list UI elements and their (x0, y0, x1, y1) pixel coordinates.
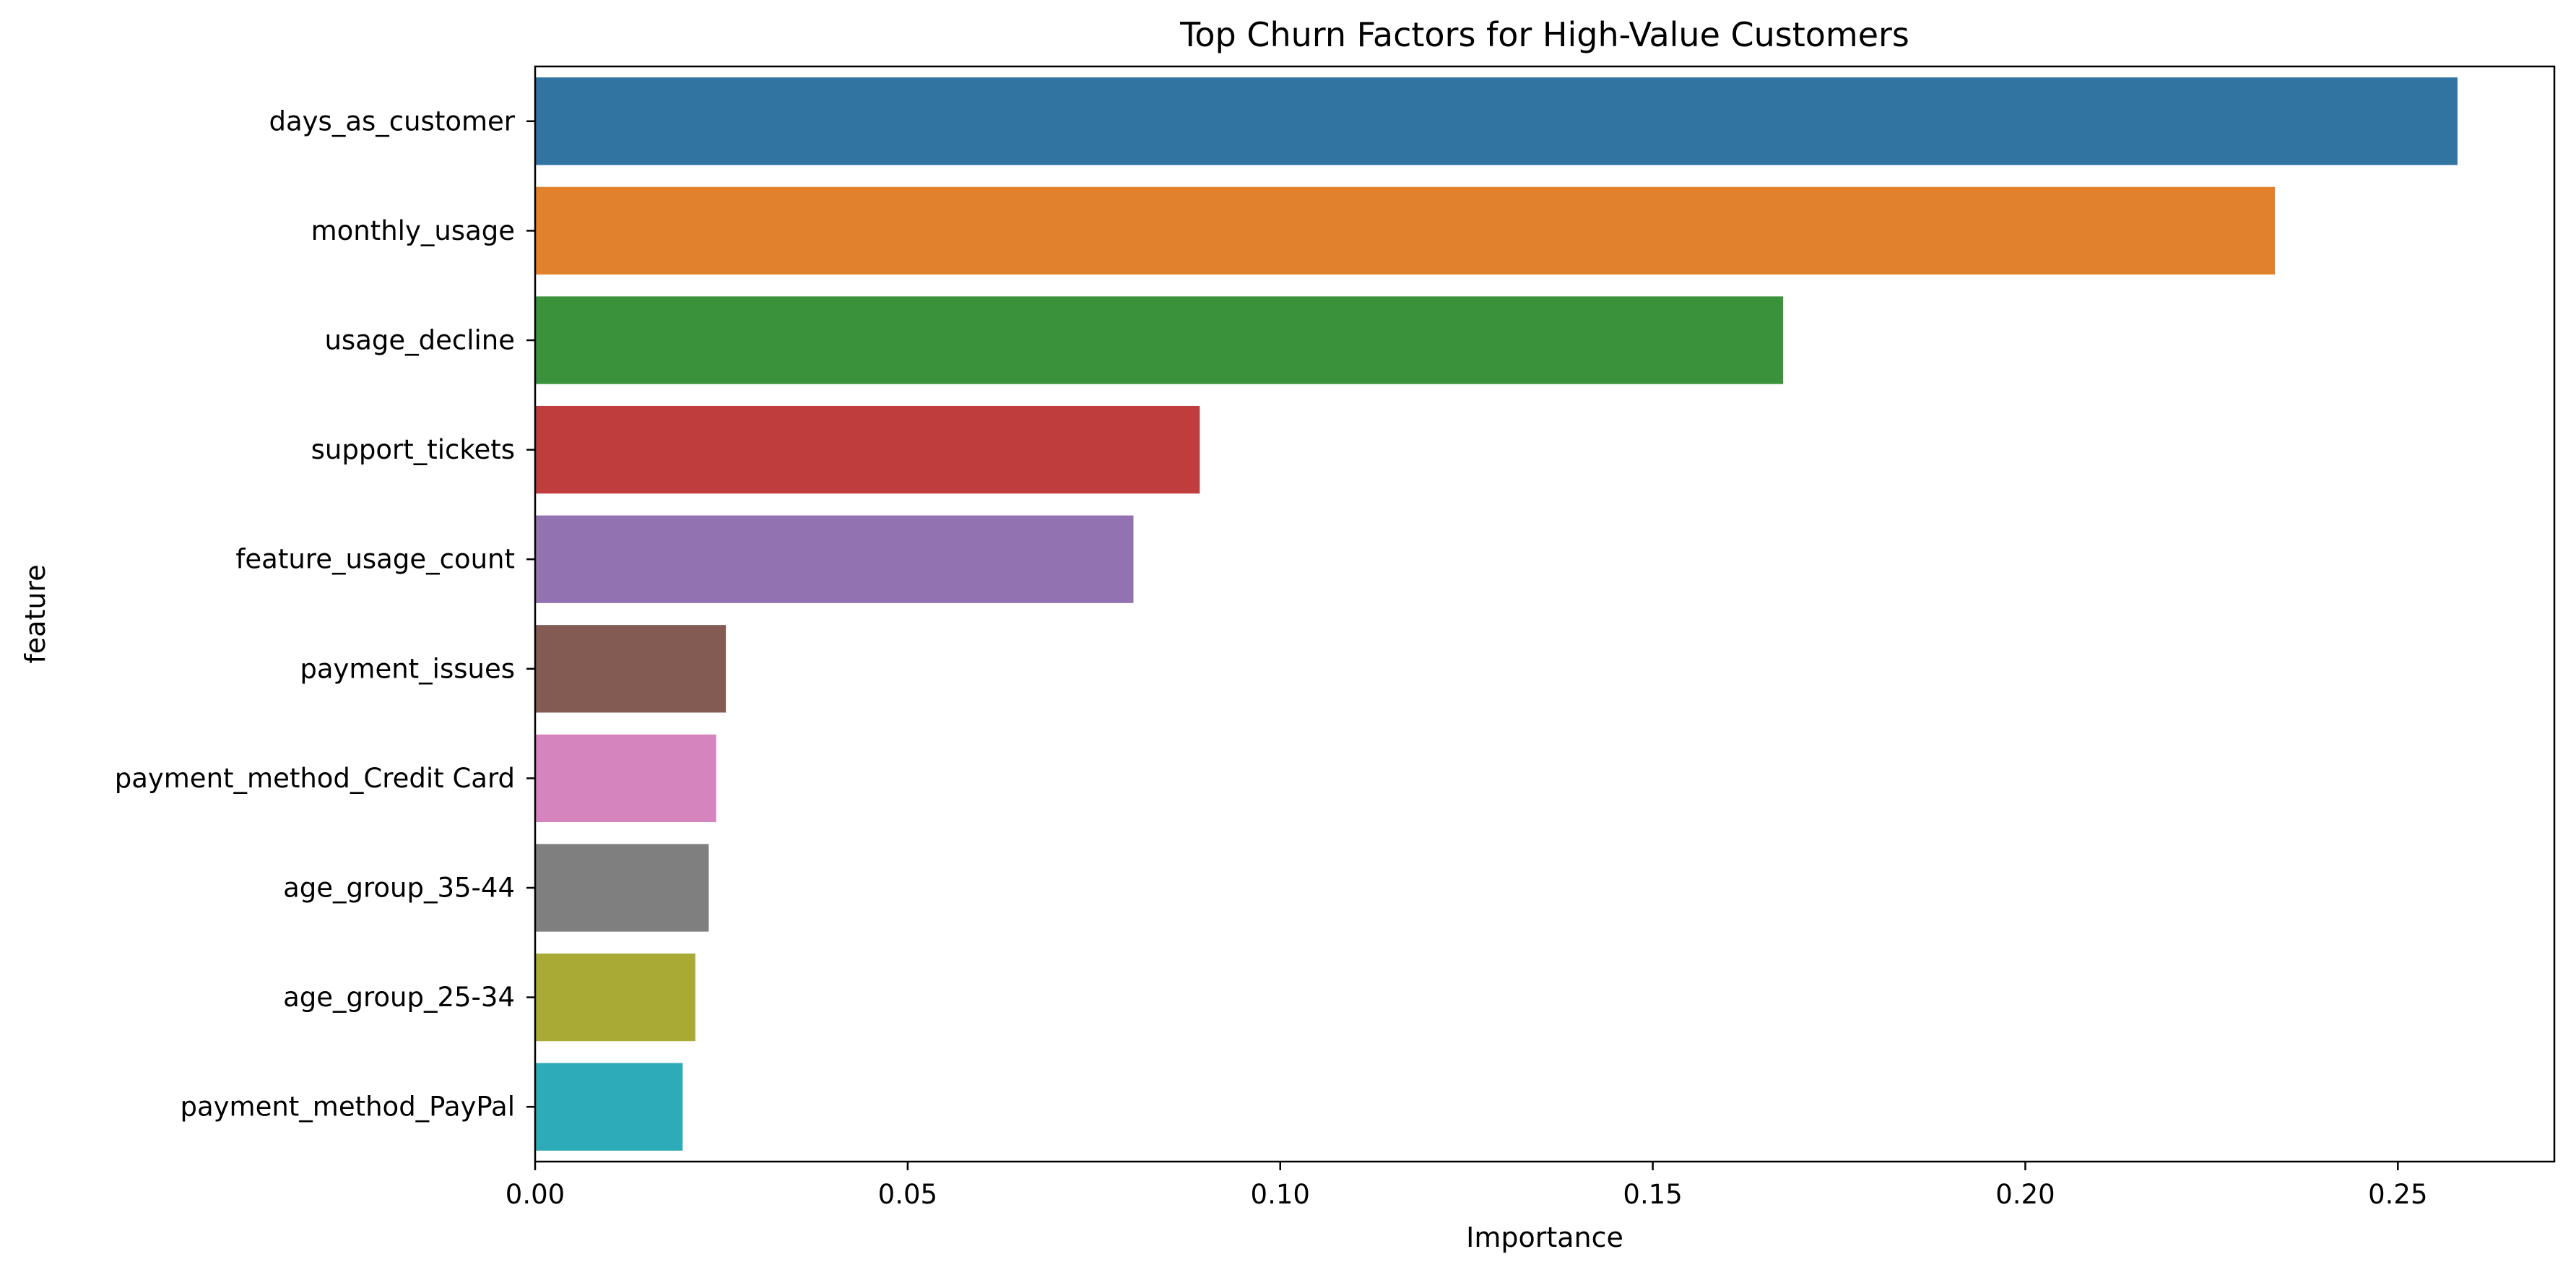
bar-4 (535, 515, 1134, 603)
y-tick-label: usage_decline (324, 325, 515, 356)
bar-9 (535, 1063, 683, 1151)
bar-7 (535, 844, 709, 932)
bar-2 (535, 296, 1784, 384)
y-tick-label: support_tickets (311, 434, 515, 465)
bar-8 (535, 953, 695, 1042)
y-tick-label: monthly_usage (311, 215, 515, 246)
y-tick-label: age_group_35-44 (283, 873, 515, 904)
chart-title: Top Churn Factors for High-Value Custome… (1179, 15, 1909, 54)
y-axis-label: feature (19, 564, 51, 663)
y-tick-labels: days_as_customer monthly_usage usage_decli… (115, 105, 535, 1123)
y-tick-label: payment_method_PayPal (180, 1092, 515, 1123)
bar-3 (535, 405, 1200, 494)
bar-5 (535, 625, 727, 713)
y-tick-label: feature_usage_count (235, 544, 515, 575)
bars-group (535, 77, 2458, 1151)
x-tick-label: 0.05 (878, 1179, 937, 1210)
x-tick-label: 0.10 (1251, 1179, 1310, 1210)
x-tick-label: 0.15 (1623, 1179, 1682, 1210)
y-tick-label: payment_method_Credit Card (115, 763, 515, 794)
bar-1 (535, 186, 2276, 275)
bar-6 (535, 734, 716, 823)
bar-0 (535, 77, 2458, 165)
x-tick-labels: 0.00 0.05 0.10 0.15 0.20 0.25 (506, 1162, 2428, 1210)
x-tick-label: 0.00 (506, 1179, 565, 1210)
y-tick-label: days_as_customer (269, 105, 515, 137)
y-tick-label: payment_issues (300, 653, 515, 684)
x-tick-label: 0.20 (1995, 1179, 2055, 1210)
x-tick-label: 0.25 (2368, 1179, 2427, 1210)
plot-frame (534, 65, 2556, 1163)
x-axis-label: Importance (1466, 1222, 1623, 1253)
y-tick-label: age_group_25-34 (283, 982, 515, 1013)
